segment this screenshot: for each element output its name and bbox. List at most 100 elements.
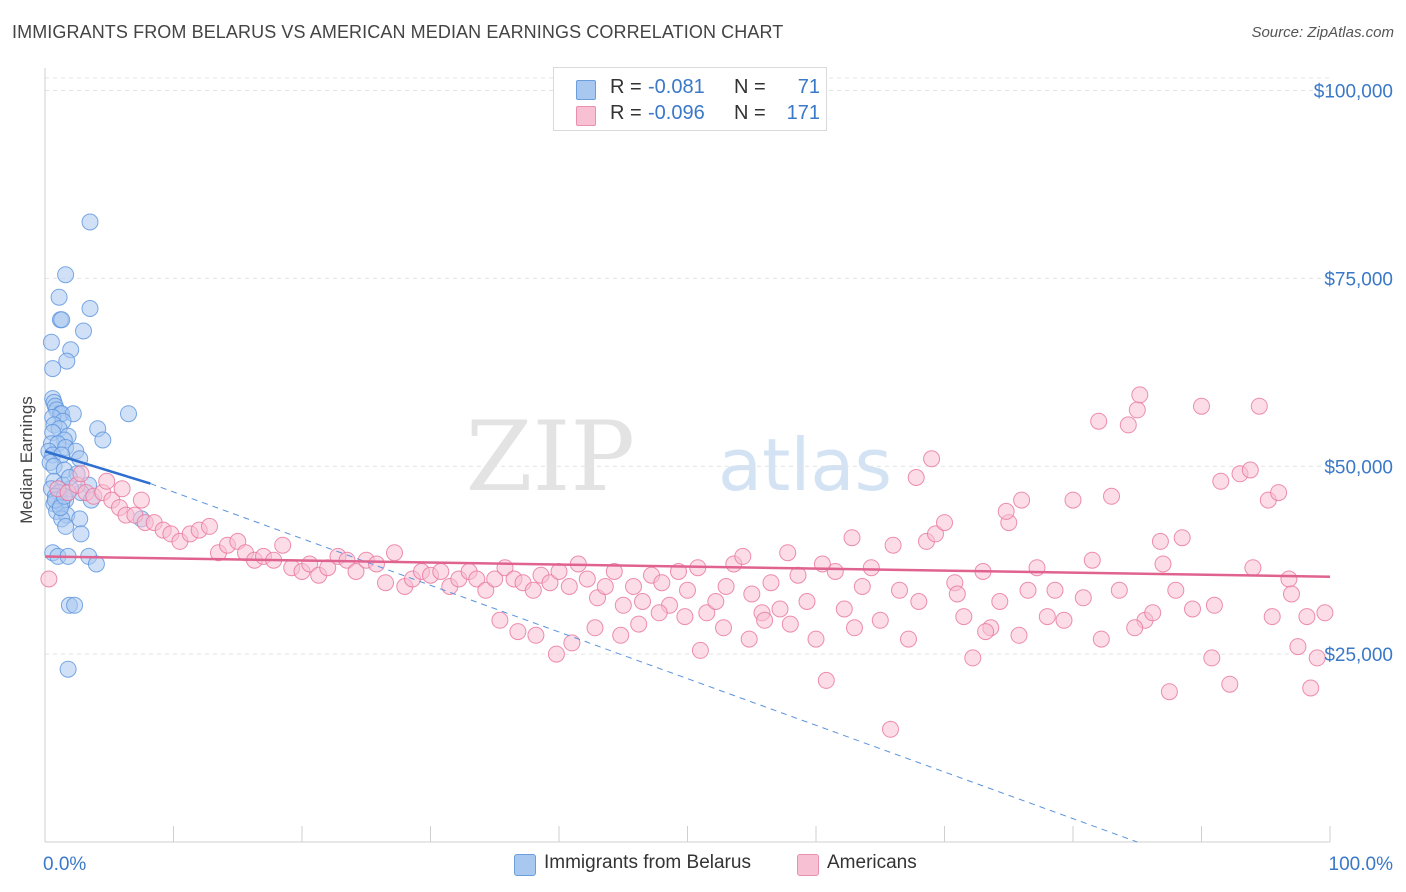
point-americans (884, 536, 902, 554)
point-americans (977, 623, 995, 641)
point-belarus (66, 596, 84, 614)
series-legend: Immigrants from Belarus Americans (0, 852, 1406, 878)
point-americans (527, 626, 545, 644)
point-americans (541, 574, 559, 592)
point-belarus (120, 405, 137, 423)
point-americans (1010, 626, 1028, 644)
point-americans (691, 641, 709, 659)
y-tick-label: $100,000 (1314, 82, 1393, 103)
legend-swatch-americans (797, 854, 819, 876)
point-americans (1244, 559, 1262, 577)
point-americans (882, 720, 899, 738)
point-americans (1263, 608, 1281, 626)
point-americans (707, 593, 725, 610)
point-belarus (71, 510, 89, 528)
point-americans (907, 469, 925, 486)
point-americans (201, 517, 218, 535)
point-americans (586, 619, 604, 637)
point-americans (1083, 551, 1101, 569)
point-americans (1154, 555, 1172, 573)
point-americans (910, 593, 928, 610)
legend-swatch-belarus (514, 854, 536, 876)
legend-label-belarus: Immigrants from Belarus (544, 852, 751, 873)
trend-line-belarus-extended (150, 483, 1138, 843)
legend-r-value: -0.096 (648, 102, 705, 124)
point-americans (486, 570, 504, 588)
point-americans (923, 450, 941, 468)
point-americans (72, 465, 90, 483)
point-americans (835, 600, 853, 618)
x-tick-label-max: 100.0% (1329, 854, 1394, 875)
legend-r-label: R = (610, 102, 642, 124)
point-belarus (81, 213, 99, 231)
point-americans (997, 502, 1015, 520)
point-americans (274, 536, 292, 554)
point-americans (1074, 589, 1092, 607)
point-americans (936, 514, 953, 532)
y-tick-label: $25,000 (1324, 645, 1393, 666)
legend-label-americans: Americans (827, 852, 917, 873)
y-tick-label: $50,000 (1324, 457, 1393, 478)
point-americans (1160, 683, 1178, 701)
point-americans (491, 611, 509, 629)
point-americans (377, 574, 394, 592)
point-americans (650, 604, 668, 622)
point-americans (743, 585, 761, 603)
data-points (40, 213, 1334, 738)
trend-line-belarus (44, 450, 151, 485)
point-americans (653, 574, 671, 592)
point-belarus (53, 311, 71, 329)
point-belarus (57, 517, 75, 535)
point-americans (1221, 675, 1239, 693)
point-belarus (42, 333, 60, 351)
point-americans (347, 563, 365, 580)
chart-title: IMMIGRANTS FROM BELARUS VS AMERICAN MEDI… (12, 22, 784, 42)
point-americans (1205, 596, 1223, 614)
point-americans (781, 615, 799, 633)
correlation-legend: R = -0.081 N = 71 R = -0.096 N = 171 (553, 67, 827, 131)
point-belarus (50, 288, 68, 306)
x-tick-label-min: 0.0% (43, 854, 86, 875)
watermark-atlas: atlas (718, 423, 892, 507)
point-americans (1167, 581, 1185, 599)
point-americans (1203, 649, 1221, 667)
point-americans (1019, 581, 1037, 599)
point-americans (1144, 604, 1162, 622)
point-americans (1298, 608, 1316, 626)
point-americans (734, 547, 752, 565)
point-americans (1064, 491, 1082, 509)
point-americans (715, 619, 732, 637)
point-belarus (94, 431, 112, 449)
point-belarus (44, 360, 62, 378)
point-americans (132, 491, 150, 509)
point-americans (891, 581, 908, 599)
point-americans (1302, 679, 1320, 697)
point-americans (605, 563, 623, 580)
point-americans (477, 581, 495, 599)
point-belarus (81, 300, 99, 317)
point-americans (1212, 472, 1230, 490)
point-americans (1046, 581, 1064, 599)
point-americans (1131, 386, 1149, 404)
point-americans (563, 634, 581, 652)
point-belarus (58, 352, 76, 370)
point-americans (509, 623, 527, 641)
point-belarus (75, 322, 92, 340)
point-americans (432, 563, 450, 580)
axes (44, 68, 1331, 843)
point-americans (1308, 649, 1326, 667)
point-americans (547, 645, 565, 663)
point-americans (1173, 529, 1191, 547)
point-americans (779, 544, 797, 562)
point-americans (853, 578, 871, 595)
point-americans (991, 593, 1009, 610)
point-americans (1090, 412, 1108, 430)
legend-n-label: N = (734, 76, 766, 98)
point-americans (40, 570, 58, 588)
point-americans (468, 570, 486, 588)
point-belarus (57, 266, 75, 284)
point-americans (955, 608, 973, 626)
legend-r-label: R = (610, 76, 642, 98)
point-americans (927, 525, 944, 543)
